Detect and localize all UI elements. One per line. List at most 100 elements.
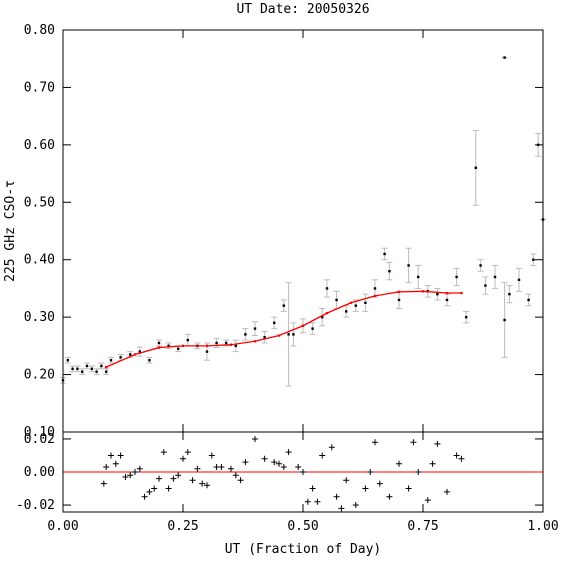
residual-point [352, 502, 359, 509]
data-point [397, 298, 401, 302]
residual-point [170, 475, 177, 482]
data-point [177, 347, 180, 350]
data-point [445, 298, 449, 302]
data-point [517, 278, 521, 282]
y-tick-label: 0.40 [24, 253, 55, 268]
data-point [138, 350, 141, 353]
data-point [90, 367, 93, 371]
data-point [109, 359, 113, 362]
residual-point [117, 452, 124, 459]
data-point [282, 304, 285, 307]
residual-point [242, 459, 249, 466]
x-tick-label: 1.00 [527, 519, 558, 534]
residual-point [194, 465, 201, 472]
data-point [474, 166, 477, 170]
residual-point [165, 485, 172, 492]
residual-point [309, 485, 316, 492]
fit-point [460, 291, 463, 295]
residual-point [261, 455, 268, 462]
residual-point [300, 469, 306, 475]
residual-point [127, 472, 134, 479]
data-point [287, 333, 290, 336]
residual-point [271, 459, 278, 466]
residual-point [285, 449, 292, 456]
data-point [503, 56, 506, 59]
fit-point [253, 339, 257, 343]
data-point [335, 298, 338, 302]
data-point [373, 287, 377, 290]
residual-point [405, 485, 412, 492]
residual-point [112, 460, 119, 467]
data-point [311, 327, 314, 330]
y-tick-label: 0.50 [24, 195, 55, 210]
data-point [225, 341, 228, 345]
residual-point [338, 505, 345, 512]
x-tick-label: 0.00 [47, 519, 78, 534]
residual-point [199, 480, 206, 487]
residual-point [343, 477, 350, 484]
data-point [76, 367, 79, 371]
y-axis-label: 225 GHz CSO-τ [3, 180, 18, 282]
residual-point [280, 464, 287, 471]
y-tick-label: 0.10 [24, 425, 55, 440]
data-point [388, 270, 391, 273]
data-point [205, 350, 209, 353]
y-tick-label: 0.70 [24, 80, 55, 95]
data-point [244, 333, 247, 336]
fit-point [445, 291, 449, 295]
residual-point [434, 440, 441, 447]
x-tick-label: 0.75 [407, 519, 438, 534]
data-point [95, 370, 98, 373]
data-point [527, 298, 530, 302]
residual-point [237, 477, 244, 484]
residual-point [136, 465, 143, 472]
y-tick-label: 0.80 [24, 23, 55, 38]
fit-point [133, 353, 137, 356]
fit-point [104, 365, 108, 369]
residual-point [252, 435, 258, 442]
y-tick-label: 0.00 [24, 465, 55, 480]
plot-frame [62, 431, 544, 513]
residual-point [410, 439, 417, 446]
residual-point [295, 464, 302, 471]
residual-point [396, 460, 402, 467]
fit-line [105, 290, 462, 368]
residual-point [180, 455, 186, 462]
fit-point [229, 343, 233, 347]
residual-point [415, 469, 422, 475]
data-point [234, 344, 237, 348]
chart-title: UT Date: 20050326 [236, 2, 369, 17]
data-point [465, 315, 468, 319]
data-point [537, 143, 540, 147]
fit-point [277, 334, 281, 337]
data-point [407, 264, 410, 267]
data-point [100, 364, 103, 368]
x-tick-label: 0.50 [287, 519, 318, 534]
data-point [345, 310, 348, 313]
fit-point [301, 324, 305, 328]
fit-point [373, 294, 377, 298]
data-point [129, 353, 132, 356]
data-point [325, 287, 329, 290]
data-point [484, 284, 487, 287]
data-point [157, 341, 161, 345]
residual-point [218, 464, 225, 471]
residual-point [429, 460, 436, 467]
residual-point [151, 485, 158, 492]
y-tick-label: 0.30 [24, 310, 55, 325]
data-point [479, 264, 482, 267]
data-point [253, 327, 257, 330]
data-point [532, 258, 535, 261]
data-point [263, 336, 266, 339]
y-tick-label: 0.02 [24, 432, 55, 447]
fit-point [181, 344, 185, 348]
residual-point [103, 464, 110, 471]
data-point [81, 370, 84, 373]
data-point [354, 304, 357, 307]
fit-point [205, 344, 209, 348]
residual-point [453, 452, 460, 459]
residual-point [328, 444, 335, 451]
residual-point [319, 452, 326, 459]
data-point [71, 367, 74, 371]
